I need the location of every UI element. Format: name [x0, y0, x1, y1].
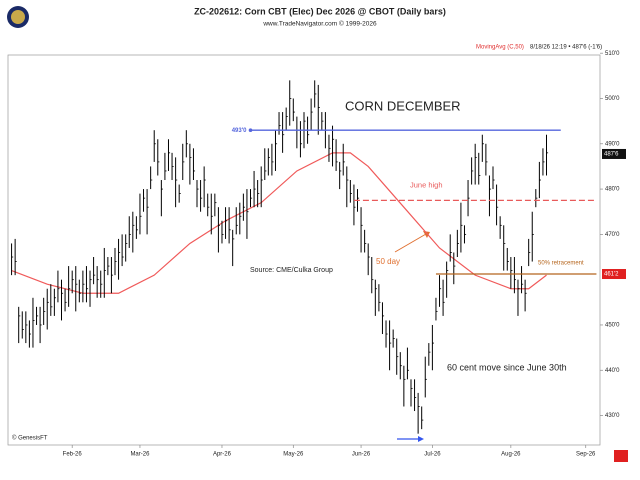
y-tick-label: 470'0 [605, 232, 620, 238]
x-tick-label: Sep-26 [576, 452, 596, 458]
y-tick-label: 440'0 [605, 368, 620, 374]
moving-average [11, 152, 547, 294]
y-tick-label: 430'0 [605, 413, 620, 419]
timestamp: 8/18/26 12:19 • 487'6 (-1'6) [530, 45, 602, 51]
x-tick-label: May-26 [283, 452, 304, 458]
x-tick-label: Aug-26 [501, 452, 521, 458]
indicator-label: MovingAvg (C,50) [476, 45, 524, 51]
corner-icon [614, 450, 628, 462]
annotation: Source: CME/Culka Group [250, 267, 333, 274]
x-tick-label: Apr-26 [213, 452, 232, 458]
y-tick-label: 490'0 [605, 141, 620, 147]
annotation: CORN DECEMBER [345, 98, 461, 113]
x-tick-label: Jun-26 [352, 452, 371, 458]
arrow [394, 233, 427, 253]
level-label: 50% retracement [538, 261, 584, 267]
price-flag [602, 148, 626, 159]
y-tick-label: 510'0 [605, 51, 620, 57]
x-tick-label: Mar-26 [130, 452, 150, 458]
chart-title: ZC-202612: Corn CBT (Elec) Dec 2026 @ CB… [194, 6, 446, 16]
y-tick-label: 450'0 [605, 323, 620, 329]
price-flag [602, 269, 626, 280]
level-label: June high [410, 180, 443, 189]
arrow-head [418, 436, 424, 442]
annotation: 60 cent move since June 30th [447, 362, 567, 372]
price-flag-label: 461'2 [604, 272, 619, 278]
chart-subtitle: www.TradeNavigator.com © 1999-2026 [262, 20, 377, 28]
level-dot [248, 128, 253, 132]
level-label: 493'0 [232, 128, 247, 134]
logo [7, 6, 29, 28]
arrow-head [423, 231, 430, 238]
x-tick-label: Jul-26 [424, 452, 441, 458]
ma-label: 50 day [376, 257, 400, 266]
annotation: © GenesisFT [12, 435, 48, 442]
y-tick-label: 480'0 [605, 187, 620, 193]
plot-frame [7, 54, 601, 446]
price-flag-label: 487'6 [604, 152, 619, 158]
x-tick-label: Feb-26 [63, 452, 83, 458]
y-tick-label: 500'0 [605, 96, 620, 102]
